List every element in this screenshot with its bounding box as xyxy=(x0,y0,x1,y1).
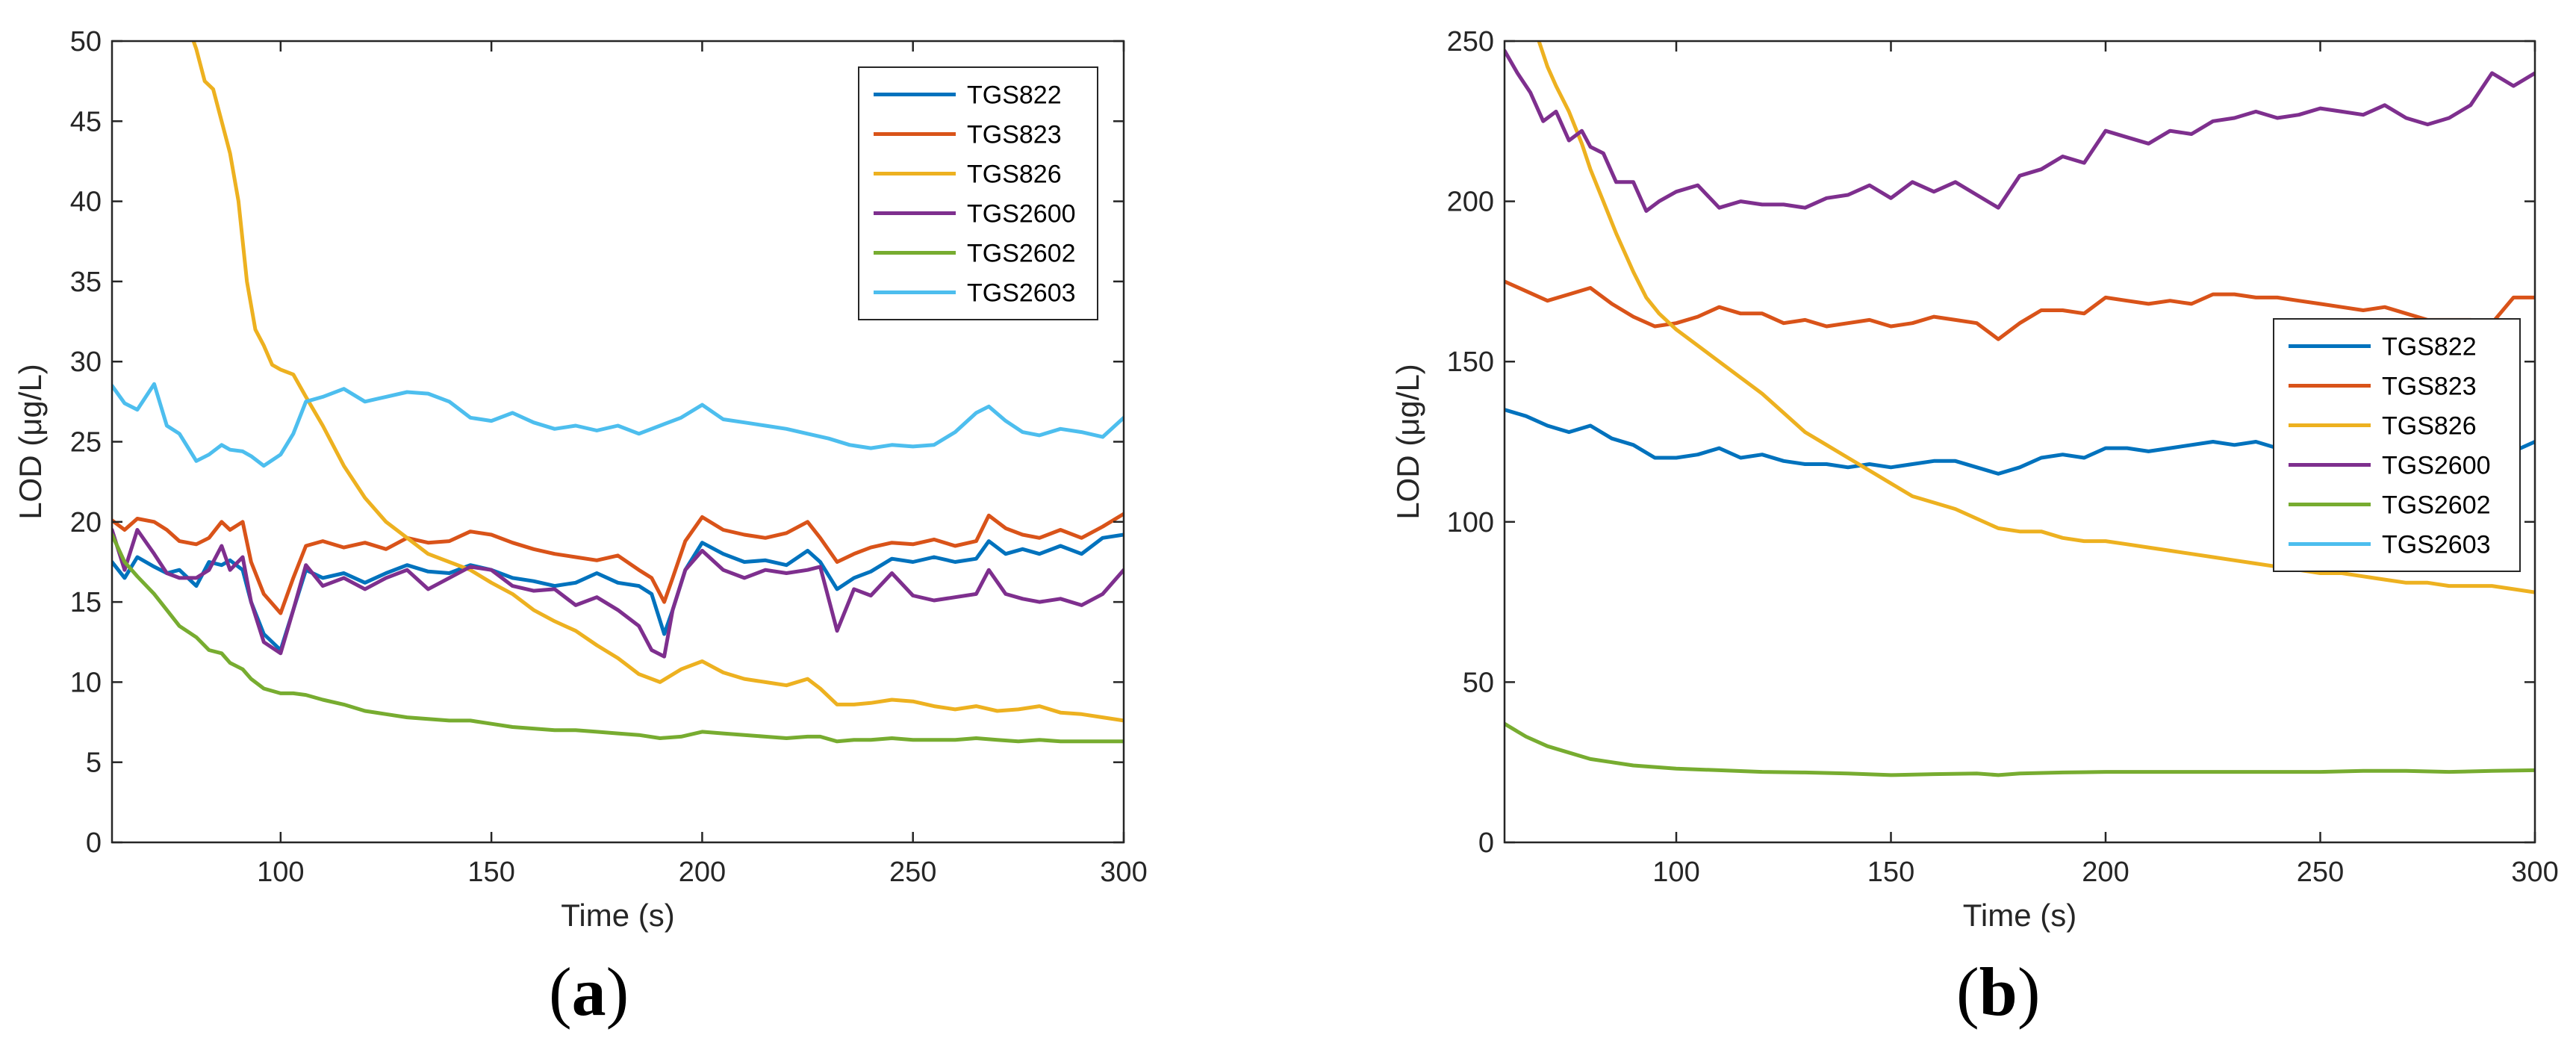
y-tick-label: 100 xyxy=(1447,507,1494,538)
legend: TGS822 TGS823 TGS826 TGS2600 TGS2602 TGS2603 xyxy=(2273,318,2521,572)
x-tick-label: 150 xyxy=(467,857,514,888)
y-tick-label: 15 xyxy=(70,587,102,618)
series-line-tgs2602 xyxy=(112,532,1124,744)
y-tick-label: 5 xyxy=(86,748,102,779)
legend-entry: TGS2602 xyxy=(967,240,1076,268)
x-tick-label: 250 xyxy=(2297,857,2344,888)
plot-area xyxy=(112,41,1124,744)
series-line-tgs823 xyxy=(1505,279,2535,341)
y-axis-label: LOD (μg/L) xyxy=(1390,364,1425,520)
y-axis-label: LOD (μg/L) xyxy=(13,364,48,520)
y-tick-label: 250 xyxy=(1447,26,1494,58)
y-tick-label: 30 xyxy=(70,347,102,378)
y-tick-label: 20 xyxy=(70,507,102,538)
series-line-tgs2600 xyxy=(112,528,1124,659)
legend-box xyxy=(858,66,1098,320)
x-tick-label: 250 xyxy=(889,857,936,888)
y-tick-label: 0 xyxy=(86,827,102,859)
panel-label-a: (a) xyxy=(549,954,629,1030)
x-axis-label: Time (s) xyxy=(1963,898,2076,933)
x-axis-label: Time (s) xyxy=(561,898,674,933)
y-tick-label: 50 xyxy=(70,26,102,58)
axes-box xyxy=(1503,40,2536,844)
y-tick-label: 0 xyxy=(1478,827,1494,859)
y-tick-label: 10 xyxy=(70,667,102,698)
y-tick-label: 50 xyxy=(1463,667,1494,698)
legend: TGS822 TGS823 TGS826 TGS2600 TGS2602 TGS2603 xyxy=(858,66,1098,320)
legend-entry: TGS826 xyxy=(967,161,1062,189)
series-line-tgs822 xyxy=(112,532,1124,652)
y-tick-label: 200 xyxy=(1447,187,1494,218)
series-line-tgs2602 xyxy=(1505,721,2535,777)
y-tick-label: 150 xyxy=(1447,347,1494,378)
x-tick-label: 150 xyxy=(1867,857,1914,888)
legend-entry: TGS823 xyxy=(967,121,1062,149)
legend-entry: TGS2602 xyxy=(2382,491,2491,520)
y-tick-label: 45 xyxy=(70,106,102,137)
y-tick-label: 25 xyxy=(70,427,102,459)
series-line-tgs2603 xyxy=(112,382,1124,468)
chart-a: 100 150 200 250 300 0 5 10 15 20 25 30 35 40 45 50 Time … xyxy=(13,26,1148,933)
x-tick-label: 200 xyxy=(2082,857,2129,888)
panel-label-b: (b) xyxy=(1956,954,2041,1030)
y-tick-label: 35 xyxy=(70,267,102,298)
series-line-tgs2600 xyxy=(1505,49,2535,213)
legend-box xyxy=(2273,318,2521,572)
y-tick-label: 40 xyxy=(70,187,102,218)
chart-b: 100 150 200 250 300 0 50 100 150 200 250 Time (s) LO… xyxy=(1390,26,2559,933)
x-tick-label: 200 xyxy=(679,857,726,888)
legend-entry: TGS823 xyxy=(2382,373,2477,401)
legend-entry: TGS2603 xyxy=(967,279,1076,308)
x-tick-label: 300 xyxy=(1100,857,1147,888)
series-line-tgs823 xyxy=(112,512,1124,615)
series-line-tgs826 xyxy=(191,41,1124,723)
legend-entry: TGS822 xyxy=(2382,333,2477,361)
legend-entry: TGS826 xyxy=(2382,412,2477,441)
legend-entry: TGS2600 xyxy=(2382,452,2491,480)
x-tick-label: 300 xyxy=(2511,857,2558,888)
legend-entry: TGS2603 xyxy=(2382,531,2491,559)
series-line-tgs826 xyxy=(1537,41,2535,594)
x-tick-label: 100 xyxy=(1652,857,1699,888)
x-tick-label: 100 xyxy=(257,857,304,888)
legend-entry: TGS822 xyxy=(967,81,1062,110)
legend-entry: TGS2600 xyxy=(967,200,1076,229)
